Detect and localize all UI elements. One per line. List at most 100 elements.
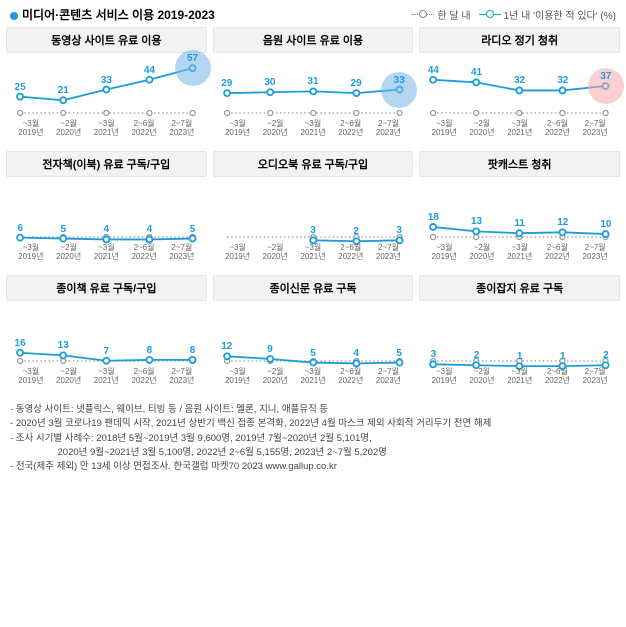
footnotes: 동영상 사이트: 넷플릭스, 웨이브, 티빙 등 / 음원 사이트: 멜론, 지…	[0, 397, 626, 480]
x-tick-label: ~2월2020년	[463, 119, 501, 145]
chart-panel: 종이신문 유료 구독129545~3월2019년~2월2020년~3월2021년…	[213, 275, 414, 393]
x-axis: ~3월2019년~2월2020년~3월2021년2~6월2022년2~7월202…	[425, 119, 614, 145]
footnote-line: 동영상 사이트: 넷플릭스, 웨이브, 티빙 등 / 음원 사이트: 멜론, 지…	[10, 403, 616, 417]
plot-area: 323	[219, 185, 408, 243]
x-tick-label: ~3월2019년	[219, 243, 257, 269]
dotted-line-icon	[412, 11, 434, 19]
footnote-line: 전국(제주 제외) 만 13세 이상 면접조사. 한국갤럽 마켓70 2023 …	[10, 460, 616, 474]
panel-title: 동영상 사이트 유료 이용	[6, 27, 207, 53]
x-tick-label: 2~6월2022년	[125, 243, 163, 269]
value-label: 3	[396, 225, 402, 236]
value-label: 37	[600, 71, 611, 82]
x-tick-label: ~3월2019년	[425, 367, 463, 393]
chart-grid: 동영상 사이트 유료 이용2521334457~3월2019년~2월2020년~…	[0, 27, 626, 397]
footnote-line: 2020년 9월~2021년 3월 5,100명, 2022년 2~6월 5,1…	[10, 446, 616, 460]
value-label: 11	[514, 218, 525, 229]
value-label: 41	[471, 67, 482, 78]
chart-panel: 오디오북 유료 구독/구입 323~3월2019년~2월2020년~3월2021년…	[213, 151, 414, 269]
x-tick-label: ~3월2021년	[501, 367, 539, 393]
value-label: 4	[104, 224, 110, 235]
x-axis: ~3월2019년~2월2020년~3월2021년2~6월2022년2~7월202…	[12, 367, 201, 393]
x-tick-label: ~3월2021년	[501, 119, 539, 145]
value-label: 31	[307, 76, 318, 87]
x-tick-label: ~3월2021년	[87, 367, 125, 393]
x-tick-label: ~2월2020년	[256, 119, 294, 145]
plot-area: 32112	[425, 309, 614, 367]
chart-wrap: 4441323237~3월2019년~2월2020년~3월2021년2~6월20…	[419, 55, 620, 145]
value-label: 12	[557, 217, 568, 228]
value-label: 5	[190, 224, 196, 235]
solid-line-icon	[479, 11, 501, 19]
chart-panel: 동영상 사이트 유료 이용2521334457~3월2019년~2월2020년~…	[6, 27, 207, 145]
x-tick-label: ~3월2019년	[425, 119, 463, 145]
x-tick-label: ~3월2021년	[501, 243, 539, 269]
x-tick-label: ~3월2021년	[294, 243, 332, 269]
value-label: 30	[264, 77, 275, 88]
value-label: 9	[267, 344, 273, 355]
x-tick-label: ~2월2020년	[50, 367, 88, 393]
legend-year-label: 1년 내 '이용한 적 있다' (%)	[504, 7, 616, 22]
chart-panel: 종이책 유료 구독/구입1613788~3월2019년~2월2020년~3월20…	[6, 275, 207, 393]
value-label: 1	[560, 351, 566, 362]
value-label: 5	[60, 224, 66, 235]
panel-title: 팟캐스트 청취	[419, 151, 620, 177]
x-tick-label: 2~7월2023년	[576, 243, 614, 269]
value-label: 3	[431, 349, 437, 360]
value-label: 57	[187, 53, 198, 64]
chart-panel: 종이잡지 유료 구독32112~3월2019년~2월2020년~3월2021년2…	[419, 275, 620, 393]
legend-month-label: 한 달 내	[437, 7, 470, 22]
panel-title: 종이잡지 유료 구독	[419, 275, 620, 301]
x-tick-label: 2~6월2022년	[539, 243, 577, 269]
value-label: 1	[517, 351, 523, 362]
x-axis: ~3월2019년~2월2020년~3월2021년2~6월2022년2~7월202…	[12, 119, 201, 145]
panel-title: 라디오 정기 청취	[419, 27, 620, 53]
value-label: 13	[471, 216, 482, 227]
x-tick-label: ~2월2020년	[50, 119, 88, 145]
x-tick-label: ~3월2021년	[87, 243, 125, 269]
plot-area: 129545	[219, 309, 408, 367]
value-label: 5	[310, 348, 316, 359]
x-tick-label: 2~7월2023년	[163, 119, 201, 145]
x-tick-label: ~3월2019년	[425, 243, 463, 269]
x-tick-label: ~3월2021년	[87, 119, 125, 145]
value-label: 16	[15, 338, 26, 349]
page-title: 미디어·콘텐츠 서비스 이용 2019-2023	[10, 6, 412, 23]
x-tick-label: 2~6월2022년	[125, 367, 163, 393]
value-label: 6	[17, 223, 23, 234]
legend: 한 달 내 1년 내 '이용한 적 있다' (%)	[412, 7, 616, 22]
value-label: 10	[600, 219, 611, 230]
x-tick-label: 2~6월2022년	[539, 367, 577, 393]
chart-wrap: 2521334457~3월2019년~2월2020년~3월2021년2~6월20…	[6, 55, 207, 145]
x-tick-label: 2~7월2023년	[370, 367, 408, 393]
value-label: 8	[190, 345, 196, 356]
panel-title: 오디오북 유료 구독/구입	[213, 151, 414, 177]
x-tick-label: 2~7월2023년	[370, 119, 408, 145]
footnote-line: 2020년 3월 코로나19 팬데믹 시작, 2021년 상반기 백신 접종 본…	[10, 417, 616, 431]
value-label: 44	[428, 65, 439, 76]
chart-panel: 전자책(이북) 유료 구독/구입65445~3월2019년~2월2020년~3월…	[6, 151, 207, 269]
value-label: 8	[147, 345, 153, 356]
panel-title: 종이신문 유료 구독	[213, 275, 414, 301]
value-label: 21	[58, 85, 69, 96]
value-label: 4	[353, 348, 359, 359]
value-label: 32	[557, 75, 568, 86]
panel-title: 종이책 유료 구독/구입	[6, 275, 207, 301]
chart-panel: 라디오 정기 청취4441323237~3월2019년~2월2020년~3월20…	[419, 27, 620, 145]
x-axis: ~3월2019년~2월2020년~3월2021년2~6월2022년2~7월202…	[425, 367, 614, 393]
chart-wrap: 129545~3월2019년~2월2020년~3월2021년2~6월2022년2…	[213, 303, 414, 393]
title-text: 미디어·콘텐츠 서비스 이용 2019-2023	[22, 8, 215, 22]
x-tick-label: ~2월2020년	[256, 243, 294, 269]
plot-area: 4441323237	[425, 61, 614, 119]
chart-wrap: 2930312933~3월2019년~2월2020년~3월2021년2~6월20…	[213, 55, 414, 145]
value-label: 2	[603, 350, 609, 361]
x-tick-label: ~3월2019년	[12, 367, 50, 393]
value-label: 29	[351, 78, 362, 89]
x-axis: ~3월2019년~2월2020년~3월2021년2~6월2022년2~7월202…	[219, 119, 408, 145]
value-label: 13	[58, 340, 69, 351]
legend-month: 한 달 내	[412, 7, 470, 22]
x-tick-label: 2~7월2023년	[163, 367, 201, 393]
x-tick-label: 2~6월2022년	[125, 119, 163, 145]
legend-year: 1년 내 '이용한 적 있다' (%)	[479, 7, 616, 22]
x-tick-label: ~2월2020년	[50, 243, 88, 269]
value-label: 3	[310, 225, 316, 236]
